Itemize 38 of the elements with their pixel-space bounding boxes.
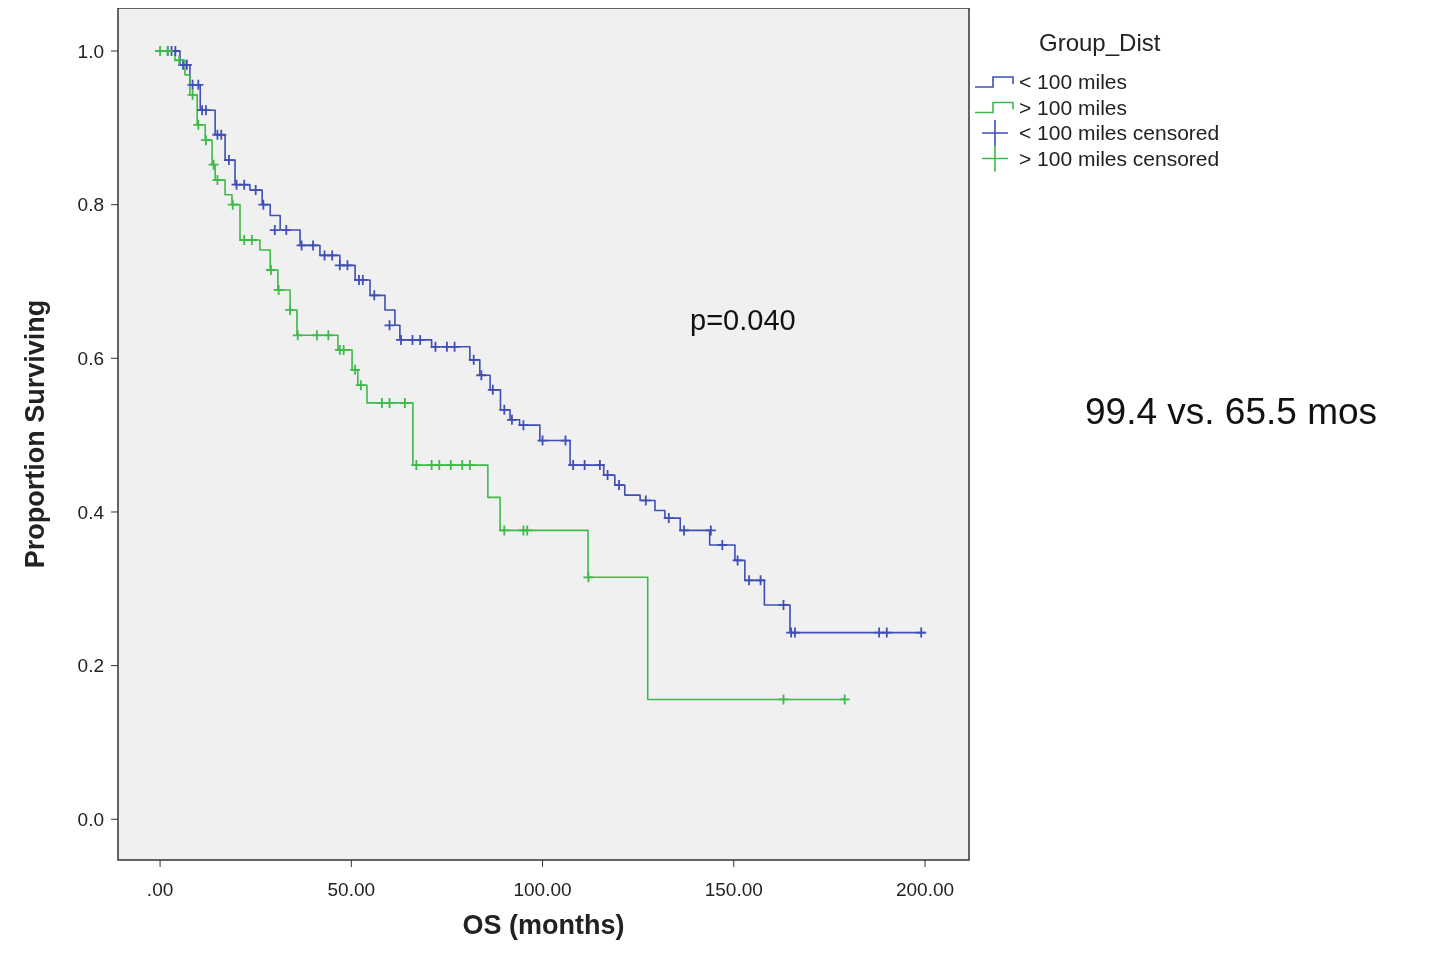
y-tick-label: 0.6	[77, 347, 104, 369]
legend-title: Group_Dist	[1039, 29, 1161, 56]
point	[411, 460, 422, 471]
y-tick-label: 0.8	[77, 194, 104, 216]
legend-label: < 100 miles censored	[1019, 121, 1220, 145]
y-tick-label: 0.2	[77, 655, 104, 677]
annotation: p=0.040	[690, 304, 796, 336]
legend-label: > 100 miles censored	[1019, 146, 1220, 170]
x-tick-label: 150.00	[704, 879, 763, 900]
point	[399, 397, 410, 408]
point	[323, 330, 334, 341]
x-axis-title: OS (months)	[462, 910, 625, 940]
legend-label: < 100 miles	[1019, 70, 1127, 94]
point	[200, 135, 211, 146]
point	[292, 330, 303, 341]
point	[227, 199, 238, 210]
point	[174, 55, 185, 66]
x-tick-label: 50.00	[327, 879, 376, 900]
point	[434, 460, 445, 471]
point	[311, 330, 322, 341]
point	[464, 460, 475, 471]
y-tick-label: 1.0	[77, 40, 104, 62]
point	[350, 364, 361, 375]
legend-label: > 100 miles	[1019, 95, 1127, 119]
x-tick-label: 100.00	[513, 879, 572, 900]
text: 99.4 vs. 65.5 mos	[1085, 391, 1378, 432]
point	[265, 264, 276, 275]
point	[208, 159, 219, 170]
x-tick-label: .00	[146, 879, 174, 900]
point	[445, 460, 456, 471]
y-axis-title: Proportion Surviving	[20, 299, 50, 569]
y-tick-label: 0.4	[77, 501, 105, 523]
point	[273, 284, 284, 295]
point	[285, 304, 296, 315]
x-tick-label: 200.00	[895, 879, 955, 900]
y-tick-label: 0.0	[77, 808, 104, 830]
point	[193, 119, 204, 130]
point	[355, 380, 366, 391]
